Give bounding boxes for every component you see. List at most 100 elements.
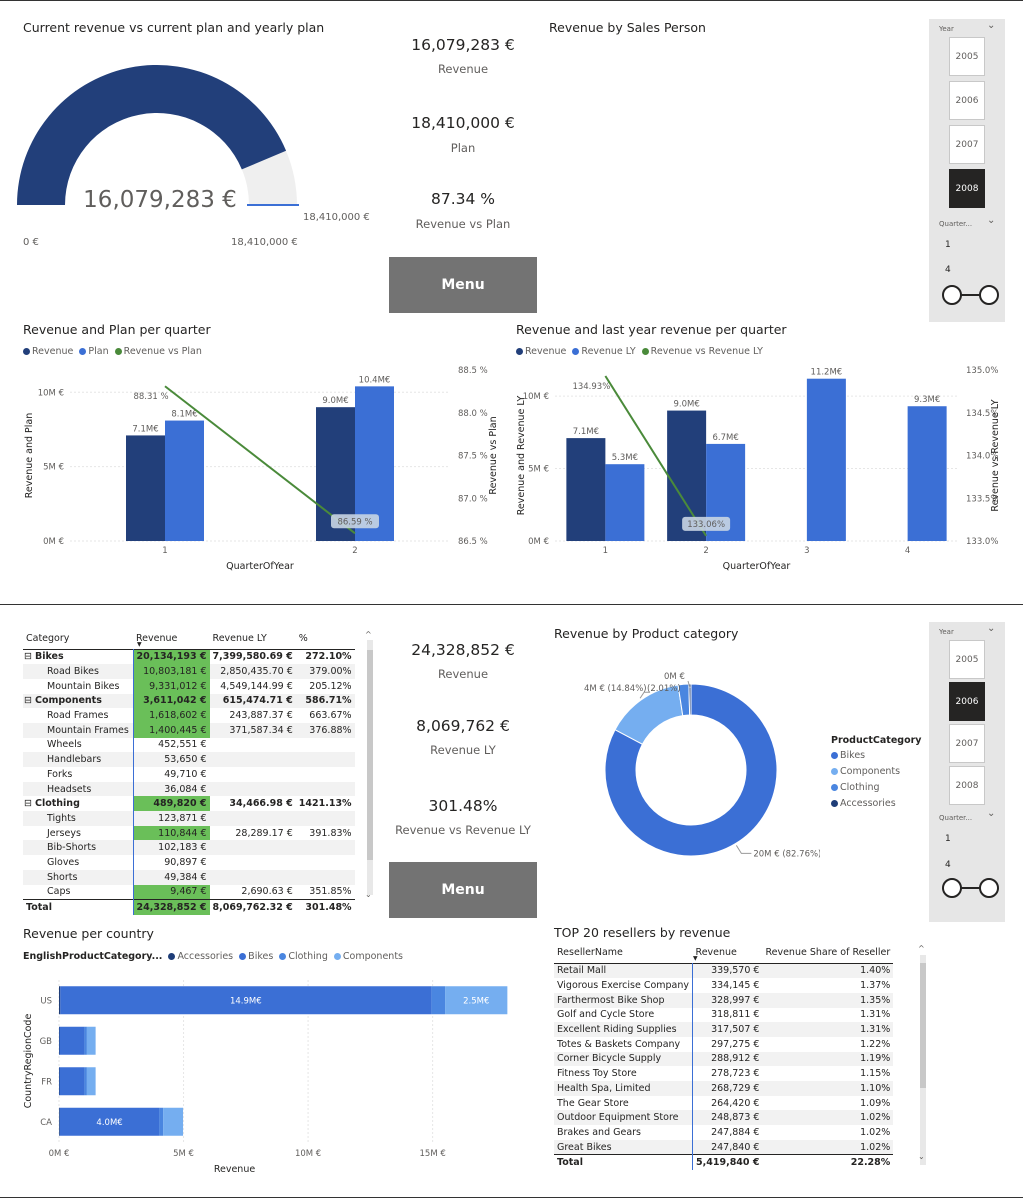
collapse-icon[interactable]: ⊟ bbox=[24, 798, 35, 810]
reseller-row[interactable]: Excellent Riding Supplies 317,507 € 1.31% bbox=[554, 1022, 894, 1037]
matrix-row[interactable]: Caps 9,467 € 2,690.63 € 351.85% bbox=[23, 884, 355, 900]
bar-plan[interactable] bbox=[165, 420, 204, 541]
slicer-year-2005[interactable]: 2005 bbox=[949, 640, 985, 679]
reseller-row[interactable]: Corner Bicycle Supply 288,912 € 1.19% bbox=[554, 1051, 894, 1067]
bar-components[interactable] bbox=[445, 986, 508, 1015]
matrix-header-pct[interactable]: % bbox=[298, 633, 308, 645]
treemap-cell-pamela[interactable]: Pamela A... bbox=[784, 237, 841, 309]
matrix-row[interactable]: Headsets 36,084 € bbox=[23, 781, 355, 797]
matrix-row[interactable]: Gloves 90,897 € bbox=[23, 855, 355, 870]
reseller-row[interactable]: Vigorous Exercise Company 334,145 € 1.37% bbox=[554, 978, 893, 993]
treemap-cell-jose-saraiva[interactable]: José Saraiva bbox=[846, 37, 926, 138]
treemap-cell-lynn[interactable]: Lynn T... bbox=[837, 138, 882, 237]
matrix-row[interactable]: Tights 123,871 € bbox=[23, 811, 355, 826]
treemap-cell-other-1[interactable] bbox=[914, 237, 926, 295]
line-series[interactable] bbox=[604, 375, 707, 537]
chevron-down-icon[interactable]: ⌄ bbox=[987, 20, 996, 31]
matrix-header-category[interactable]: Category bbox=[26, 633, 70, 645]
matrix-scrollbar[interactable] bbox=[367, 640, 373, 895]
matrix-row[interactable]: Wheels 452,551 € bbox=[23, 737, 355, 753]
bar-components[interactable] bbox=[86, 1026, 96, 1055]
reseller-row[interactable]: Health Spa, Limited 268,729 € 1.10% bbox=[554, 1081, 894, 1096]
matrix-row[interactable]: Bib-Shorts 102,183 € bbox=[23, 840, 355, 856]
reseller-row[interactable]: Golf and Cycle Store 318,811 € 1.31% bbox=[554, 1007, 893, 1023]
matrix-row[interactable]: Forks 49,710 € bbox=[23, 767, 355, 782]
bar-revenue-ly[interactable] bbox=[605, 464, 645, 541]
chevron-down-icon[interactable]: ⌄ bbox=[987, 215, 996, 226]
bar-accessories[interactable] bbox=[59, 1107, 60, 1136]
reseller-row[interactable]: Brakes and Gears 247,884 € 1.02% bbox=[554, 1125, 893, 1140]
menu-button[interactable]: Menu bbox=[389, 257, 537, 313]
reseller-row[interactable]: Great Bikes 247,840 € 1.02% bbox=[554, 1139, 894, 1155]
reseller-row[interactable]: Farthermost Bike Shop 328,997 € 1.35% bbox=[554, 992, 894, 1008]
matrix-header-revenue[interactable]: Revenue bbox=[136, 633, 178, 645]
bar-components[interactable] bbox=[163, 1107, 184, 1136]
treemap-cell-rachel[interactable]: Rachel ... bbox=[784, 138, 837, 237]
matrix-row[interactable]: Shorts 49,384 € bbox=[23, 869, 355, 885]
treemap-cell-shu-ito[interactable]: Shu Ito bbox=[672, 200, 784, 262]
bar-components[interactable] bbox=[86, 1067, 96, 1096]
scrollbar-thumb[interactable] bbox=[367, 650, 373, 860]
bar-clothing[interactable] bbox=[431, 986, 446, 1015]
matrix-row[interactable]: Mountain Frames 1,400,445 € 371,587.34 € 37… bbox=[23, 722, 355, 738]
slicer-year-2008[interactable]: 2008 bbox=[949, 766, 985, 805]
donut-slice-accessories[interactable] bbox=[688, 683, 692, 716]
range-handle-left[interactable] bbox=[942, 878, 962, 898]
matrix-row[interactable]: ⊟ Clothing 489,820 €34,466.98 €1421.13% bbox=[23, 796, 355, 812]
treemap-cell-jae-pak[interactable]: Jae Pak bbox=[549, 136, 672, 230]
chevron-down-icon[interactable]: ⌄ bbox=[365, 890, 372, 899]
treemap-cell-linda-mitchell[interactable]: Linda Mitchell bbox=[549, 37, 672, 136]
matrix-row[interactable]: Mountain Bikes 9,331,012 € 4,549,144.99 € 2… bbox=[23, 678, 355, 694]
chevron-up-icon[interactable]: ^ bbox=[365, 630, 372, 639]
quarter-range-slider[interactable] bbox=[939, 283, 1003, 307]
quarter-range-slider[interactable] bbox=[939, 876, 1003, 900]
resellers-scrollbar[interactable] bbox=[920, 955, 926, 1165]
range-handle-left[interactable] bbox=[942, 285, 962, 305]
reseller-row[interactable]: Totes & Baskets Company 297,275 € 1.22% bbox=[554, 1036, 893, 1052]
bar-clothing[interactable] bbox=[159, 1107, 164, 1136]
bar-accessories[interactable] bbox=[59, 1067, 60, 1096]
matrix-row[interactable]: ⊟ Bikes 20,134,193 €7,399,580.69 €272.10% bbox=[23, 649, 355, 665]
treemap-cell-jillian-carson[interactable]: Jillian Carson bbox=[759, 37, 846, 138]
bar-revenue-ly[interactable] bbox=[806, 378, 846, 541]
collapse-icon[interactable]: ⊟ bbox=[24, 651, 35, 663]
range-handle-right[interactable] bbox=[979, 878, 999, 898]
bar-accessories[interactable] bbox=[59, 986, 61, 1015]
collapse-icon[interactable]: ⊟ bbox=[24, 695, 35, 707]
treemap-cell-garrett-vargas[interactable]: Garrett Vargas bbox=[841, 237, 914, 287]
slicer-year-2005[interactable]: 2005 bbox=[949, 37, 985, 76]
treemap-cell-michael-blythe[interactable]: Michael Blythe bbox=[549, 230, 672, 309]
reseller-row[interactable]: Fitness Toy Store 278,723 € 1.15% bbox=[554, 1066, 893, 1081]
range-handle-right[interactable] bbox=[979, 285, 999, 305]
reseller-row[interactable]: Outdoor Equipment Store 248,873 € 1.02% bbox=[554, 1110, 894, 1126]
chevron-up-icon[interactable]: ^ bbox=[918, 944, 925, 953]
matrix-header-revenue-ly[interactable]: Revenue LY bbox=[212, 633, 267, 645]
matrix-row[interactable]: Road Bikes 10,803,181 € 2,850,435.70 € 379.… bbox=[23, 664, 355, 679]
matrix-row[interactable]: Jerseys 110,844 € 28,289.17 € 391.83% bbox=[23, 825, 355, 841]
line-series[interactable] bbox=[164, 385, 356, 535]
treemap-cell-tete-mensa-annan[interactable]: Tete Mensa-Annan bbox=[672, 262, 784, 309]
chevron-down-icon[interactable]: ⌄ bbox=[987, 808, 996, 819]
treemap-cell-other-2[interactable] bbox=[914, 295, 926, 309]
slicer-year-2007[interactable]: 2007 bbox=[949, 724, 985, 763]
bar-revenue[interactable] bbox=[566, 438, 606, 541]
bar-bikes[interactable] bbox=[59, 1107, 160, 1136]
matrix-row[interactable]: ⊟ Components 3,611,042 €615,474.71 €586.7… bbox=[23, 693, 355, 709]
slicer-year-2007[interactable]: 2007 bbox=[949, 125, 985, 164]
resellers-header-name[interactable]: ResellerName bbox=[557, 947, 623, 959]
bar-revenue-ly[interactable] bbox=[907, 406, 947, 541]
matrix-row[interactable]: Road Frames 1,618,602 € 243,887.37 € 663.67… bbox=[23, 708, 355, 723]
scrollbar-thumb[interactable] bbox=[920, 963, 926, 1088]
slicer-year-2006[interactable]: 2006 bbox=[949, 682, 985, 721]
bar-bikes[interactable] bbox=[59, 1026, 85, 1055]
treemap-cell-tsvi-reiter[interactable]: Tsvi Reiter bbox=[672, 138, 784, 200]
slicer-year-2008[interactable]: 2008 bbox=[949, 169, 985, 208]
resellers-header-revenue[interactable]: Revenue bbox=[695, 947, 737, 959]
bar-bikes[interactable] bbox=[60, 986, 432, 1015]
chevron-down-icon[interactable]: ⌄ bbox=[918, 1152, 925, 1161]
reseller-row[interactable]: Retail Mall 339,570 € 1.40% bbox=[554, 963, 894, 979]
bar-bikes[interactable] bbox=[59, 1067, 85, 1096]
bar-clothing[interactable] bbox=[84, 1026, 87, 1055]
resellers-header-share[interactable]: Revenue Share of Reseller bbox=[765, 947, 891, 959]
menu-button[interactable]: Menu bbox=[389, 862, 537, 918]
